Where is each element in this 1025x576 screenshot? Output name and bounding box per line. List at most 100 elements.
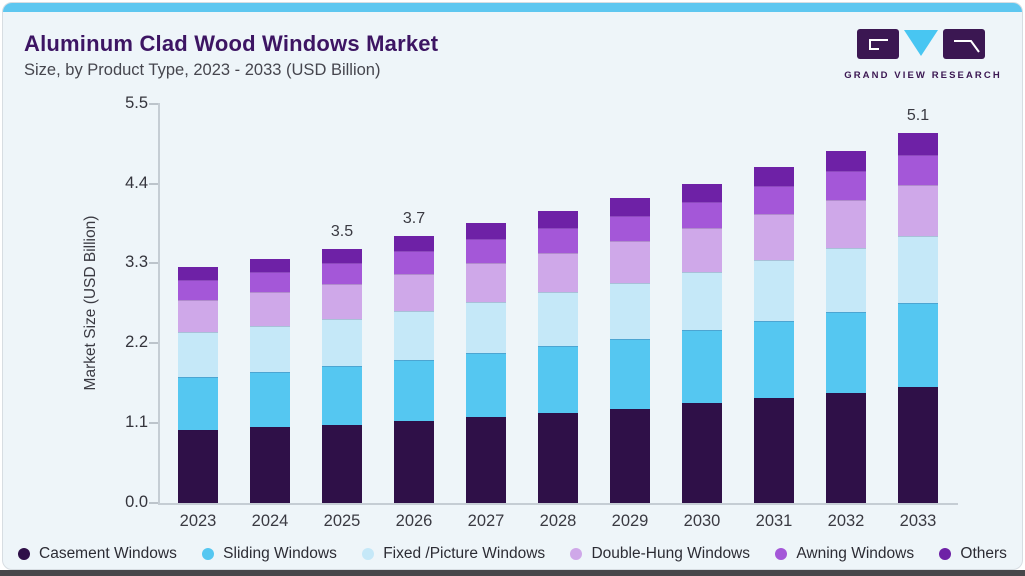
bar-segment [610,408,650,503]
grand-view-research-logo: GRAND VIEW RESEARCH [844,29,1000,81]
x-tick-label: 2023 [179,512,217,530]
bar-segment [682,403,722,503]
y-tick-label: 2.2 [125,333,148,352]
legend-item: Double-Hung Windows [570,545,750,563]
legend-label: Awning Windows [796,545,915,562]
y-tick-mark [149,182,158,185]
x-tick-label: 2029 [611,512,649,530]
bar-segment [322,424,362,503]
bar-segment [898,184,938,236]
top-accent-bar [3,3,1022,12]
bar-segment [610,240,650,283]
bar-segment [178,430,218,503]
bar-segment [322,248,362,263]
bar-segment [538,292,578,347]
bar-segment [178,376,218,431]
legend-item: Casement Windows [18,545,177,563]
bar-segment [826,150,866,172]
bar-segment [250,325,290,372]
y-tick-label: 4.4 [125,173,148,192]
bar-segment [394,251,434,275]
bar-segment [898,154,938,185]
x-tick-label: 2025 [323,512,361,530]
bar-segment [682,183,722,202]
bar-segment [538,252,578,293]
gvr-logo-caption: GRAND VIEW RESEARCH [844,70,1002,81]
bar-segment [250,371,290,428]
bar-segment [610,338,650,409]
y-tick-mark [149,102,158,105]
bar-2031 [754,166,794,503]
bar-segment [898,235,938,303]
legend-label: Casement Windows [39,545,177,562]
bar-segment [178,267,218,281]
bar-segment [682,201,722,228]
bar-2030 [682,183,722,503]
y-tick-mark [149,502,158,504]
legend-item: Others [939,545,1007,563]
bar-segment [466,263,506,302]
bar-segment [754,398,794,503]
bottom-edge-strip [0,570,1025,576]
bar-2027 [466,223,506,503]
bar-segment [538,412,578,503]
x-tick-label: 2028 [539,512,577,530]
bar-segment [898,132,938,155]
bar-total-label: 5.1 [906,106,930,124]
bar-segment [754,321,794,399]
bar-segment [826,392,866,503]
y-tick-label: 3.3 [125,253,148,272]
legend-label: Fixed /Picture Windows [383,545,546,562]
bar-segment [394,359,434,421]
page-subtitle: Size, by Product Type, 2023 - 2033 (USD … [24,61,381,79]
legend-swatch [775,548,788,560]
bar-segment [178,280,218,300]
x-tick-label: 2033 [899,512,937,530]
legend-swatch [18,548,30,560]
bar-segment [610,215,650,241]
bar-segment [538,227,578,253]
bar-2025 [322,248,362,503]
bar-segment [682,330,722,404]
bar-segment [610,198,650,216]
bar-2026 [394,235,434,503]
bar-2028 [538,211,578,503]
bar-segment [466,353,506,418]
stacked-bar-chart: Market Size (USD Billion) 0.0 1.1 2.2 3.3 4.… [3,3,1022,569]
bar-2033 [898,132,938,503]
legend-label: Double-Hung Windows [591,545,751,562]
bar-segment [826,199,866,249]
x-tick-label: 2027 [467,512,505,530]
x-tick-label: 2031 [755,512,793,530]
y-tick-mark [149,262,158,265]
legend-swatch [570,548,583,560]
y-tick-mark [149,422,158,425]
x-tick-label: 2032 [827,512,865,530]
bar-segment [826,248,866,313]
bar-segment [538,211,578,228]
y-tick-label: 1.1 [125,413,148,432]
bar-2023 [178,267,218,503]
bar-segment [826,312,866,393]
y-axis-line [158,103,160,503]
bar-segment [826,171,866,200]
bar-segment [682,272,722,331]
bar-total-label: 3.5 [330,222,354,240]
bar-segment [394,420,434,503]
y-tick-label: 5.5 [125,93,148,112]
legend-item: Fixed /Picture Windows [362,545,545,563]
bar-segment [322,319,362,367]
bar-segment [466,417,506,503]
bar-segment [394,235,434,252]
bar-total-label: 3.7 [402,209,426,227]
bar-segment [898,386,938,503]
bar-2024 [250,259,290,503]
bar-segment [250,272,290,293]
legend-label: Sliding Windows [223,545,337,562]
bar-segment [466,223,506,240]
bar-segment [250,259,290,273]
x-tick-label: 2026 [395,512,433,530]
bar-segment [322,284,362,320]
bar-segment [466,301,506,354]
